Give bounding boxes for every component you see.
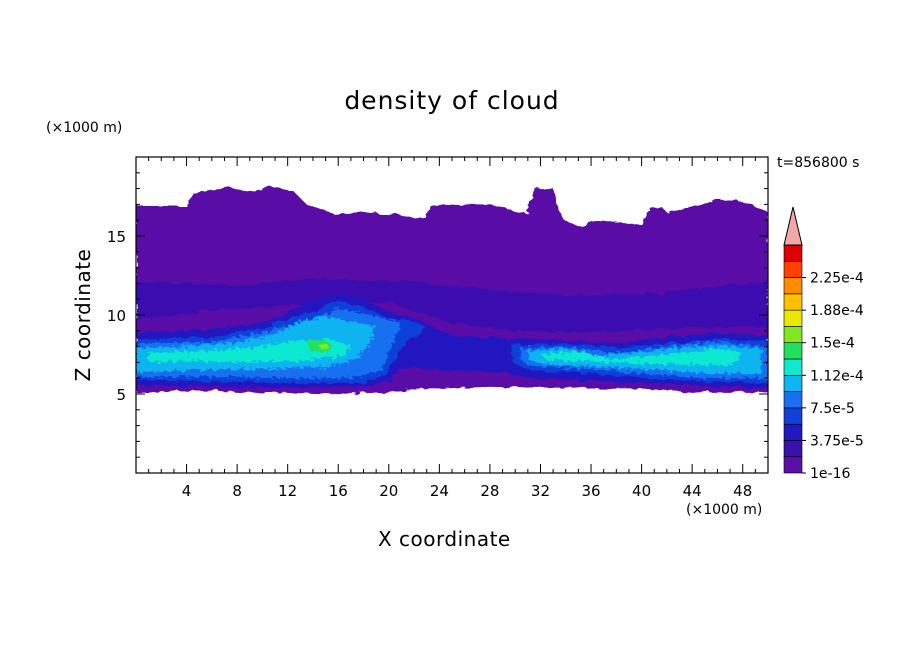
x-tick-label: 16 [329, 482, 348, 500]
colorbar-swatch [783, 260, 803, 278]
x-tick-label: 44 [683, 482, 702, 500]
colorbar-swatch [783, 440, 803, 458]
colorbar-tick-label: 1.12e-4 [810, 368, 864, 384]
x-axis-label: X coordinate [378, 527, 511, 551]
x-tick-label: 40 [632, 482, 651, 500]
colorbar-tick-label: 1.88e-4 [810, 303, 864, 319]
contour-level-8 [318, 343, 330, 350]
contour-level-6-right [540, 348, 743, 366]
x-tick-label: 32 [531, 482, 550, 500]
contour-level-6-left [148, 338, 351, 363]
colorbar-swatch [783, 342, 803, 360]
x-tick-label: 24 [430, 482, 449, 500]
x-tick-label: 12 [278, 482, 297, 500]
cloud-density-field [136, 185, 768, 394]
colorbar: 1e-16 3.75e-5 7.5e-5 1.12e-4 1.5e-4 1.88e-4 2.… [783, 206, 864, 482]
colorbar-swatch [783, 326, 803, 344]
colorbar-swatch [783, 358, 803, 376]
x-tick-label: 20 [379, 482, 398, 500]
y-tick-label: 10 [107, 307, 126, 325]
contour-level-1 [136, 278, 768, 333]
x-tick-label: 28 [480, 482, 499, 500]
colorbar-swatch [783, 456, 803, 474]
colorbar-tick-label: 1.5e-4 [810, 336, 855, 352]
x-axis-unit: (×1000 m) [686, 502, 763, 518]
time-label: t=856800 s [777, 155, 860, 171]
y-tick-label: 15 [107, 228, 126, 246]
x-tick-label: 48 [733, 482, 752, 500]
colorbar-swatch [783, 277, 803, 295]
y-tick-label: 5 [116, 386, 126, 404]
colorbar-swatch [783, 309, 803, 327]
colorbar-swatch [783, 293, 803, 311]
colorbar-swatch [783, 423, 803, 441]
x-tick-label: 36 [581, 482, 600, 500]
colorbar-tick-label: 7.5e-5 [810, 401, 855, 417]
colorbar-tick-label: 1e-16 [810, 466, 850, 482]
y-axis-unit: (×1000 m) [46, 120, 123, 136]
colorbar-swatch [783, 407, 803, 425]
colorbar-swatch [783, 391, 803, 409]
colorbar-extend-arrow [783, 206, 803, 246]
colorbar-swatch [783, 244, 803, 262]
x-tick-label: 4 [182, 482, 192, 500]
colorbar-swatch [783, 374, 803, 392]
colorbar-tick-label: 2.25e-4 [810, 271, 864, 287]
chart-title: density of cloud [344, 86, 560, 115]
colorbar-tick-label: 3.75e-5 [810, 433, 864, 449]
x-tick-label: 8 [232, 482, 242, 500]
